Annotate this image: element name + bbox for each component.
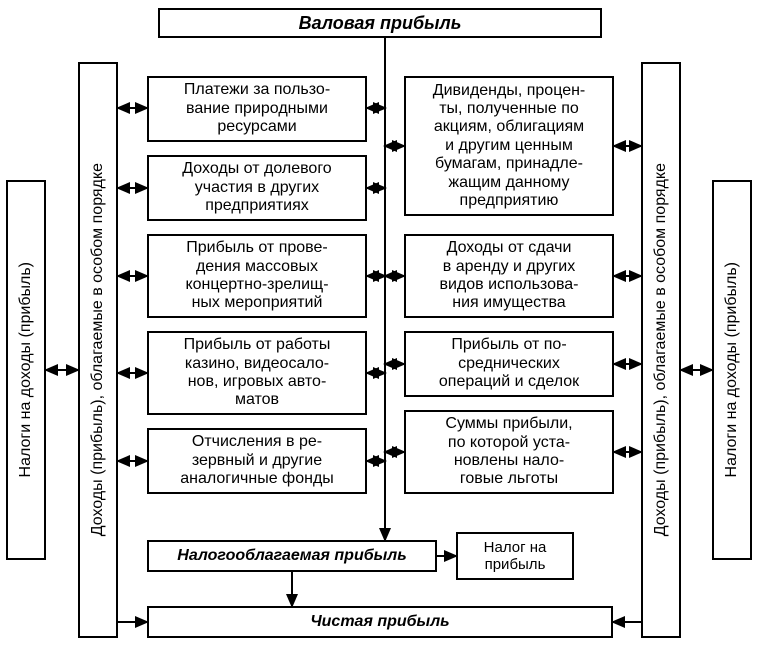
left-outer-box-label: Налоги на доходы (прибыль) xyxy=(17,262,35,477)
right-outer-box: Налоги на доходы (прибыль) xyxy=(712,180,752,560)
right-item-0: Дивиденды, процен- ты, полученные по акц… xyxy=(404,76,614,216)
right-item-1-label: Доходы от сдачи в аренду и других видов … xyxy=(439,239,578,313)
tax-on-profit-box: Налог на прибыль xyxy=(456,532,574,580)
left-item-0: Платежи за пользо- вание природными ресу… xyxy=(147,76,367,142)
title-box: Валовая прибыль xyxy=(158,8,602,38)
right-item-3-label: Суммы прибыли, по которой уста- новлены … xyxy=(445,415,572,489)
left-item-4-label: Отчисления в ре- зервный и другие аналог… xyxy=(180,433,334,488)
left-item-0-label: Платежи за пользо- вание природными ресу… xyxy=(184,81,330,136)
right-item-0-label: Дивиденды, процен- ты, полученные по акц… xyxy=(433,82,586,211)
left-item-4: Отчисления в ре- зервный и другие аналог… xyxy=(147,428,367,494)
right-item-2: Прибыль от по- среднических операций и с… xyxy=(404,331,614,397)
right-item-1: Доходы от сдачи в аренду и других видов … xyxy=(404,234,614,318)
taxable-box-label: Налогооблагаемая прибыль xyxy=(177,547,406,565)
left-item-3-label: Прибыль от работы казино, видеосало- нов… xyxy=(184,336,331,410)
left-item-2-label: Прибыль от прове- дения массовых концерт… xyxy=(185,239,328,313)
net-profit-box: Чистая прибыль xyxy=(147,606,613,638)
tax-on-profit-box-label: Налог на прибыль xyxy=(484,539,547,574)
right-item-3: Суммы прибыли, по которой уста- новлены … xyxy=(404,410,614,494)
left-inner-box-label: Доходы (прибыль), облагаемые в особом по… xyxy=(89,163,107,536)
left-outer-box: Налоги на доходы (прибыль) xyxy=(6,180,46,560)
right-outer-box-label: Налоги на доходы (прибыль) xyxy=(723,262,741,477)
left-item-1-label: Доходы от долевого участия в других пред… xyxy=(182,160,331,215)
left-item-1: Доходы от долевого участия в других пред… xyxy=(147,155,367,221)
taxable-box: Налогооблагаемая прибыль xyxy=(147,540,437,572)
left-item-3: Прибыль от работы казино, видеосало- нов… xyxy=(147,331,367,415)
left-item-2: Прибыль от прове- дения массовых концерт… xyxy=(147,234,367,318)
net-profit-box-label: Чистая прибыль xyxy=(310,613,449,631)
right-item-2-label: Прибыль от по- среднических операций и с… xyxy=(439,336,579,391)
left-inner-box: Доходы (прибыль), облагаемые в особом по… xyxy=(78,62,118,638)
right-inner-box: Доходы (прибыль), облагаемые в особом по… xyxy=(641,62,681,638)
right-inner-box-label: Доходы (прибыль), облагаемые в особом по… xyxy=(652,163,670,536)
title-box-label: Валовая прибыль xyxy=(299,13,462,34)
diagram-canvas: Валовая прибыль Налоги на доходы (прибыль… xyxy=(0,0,758,665)
